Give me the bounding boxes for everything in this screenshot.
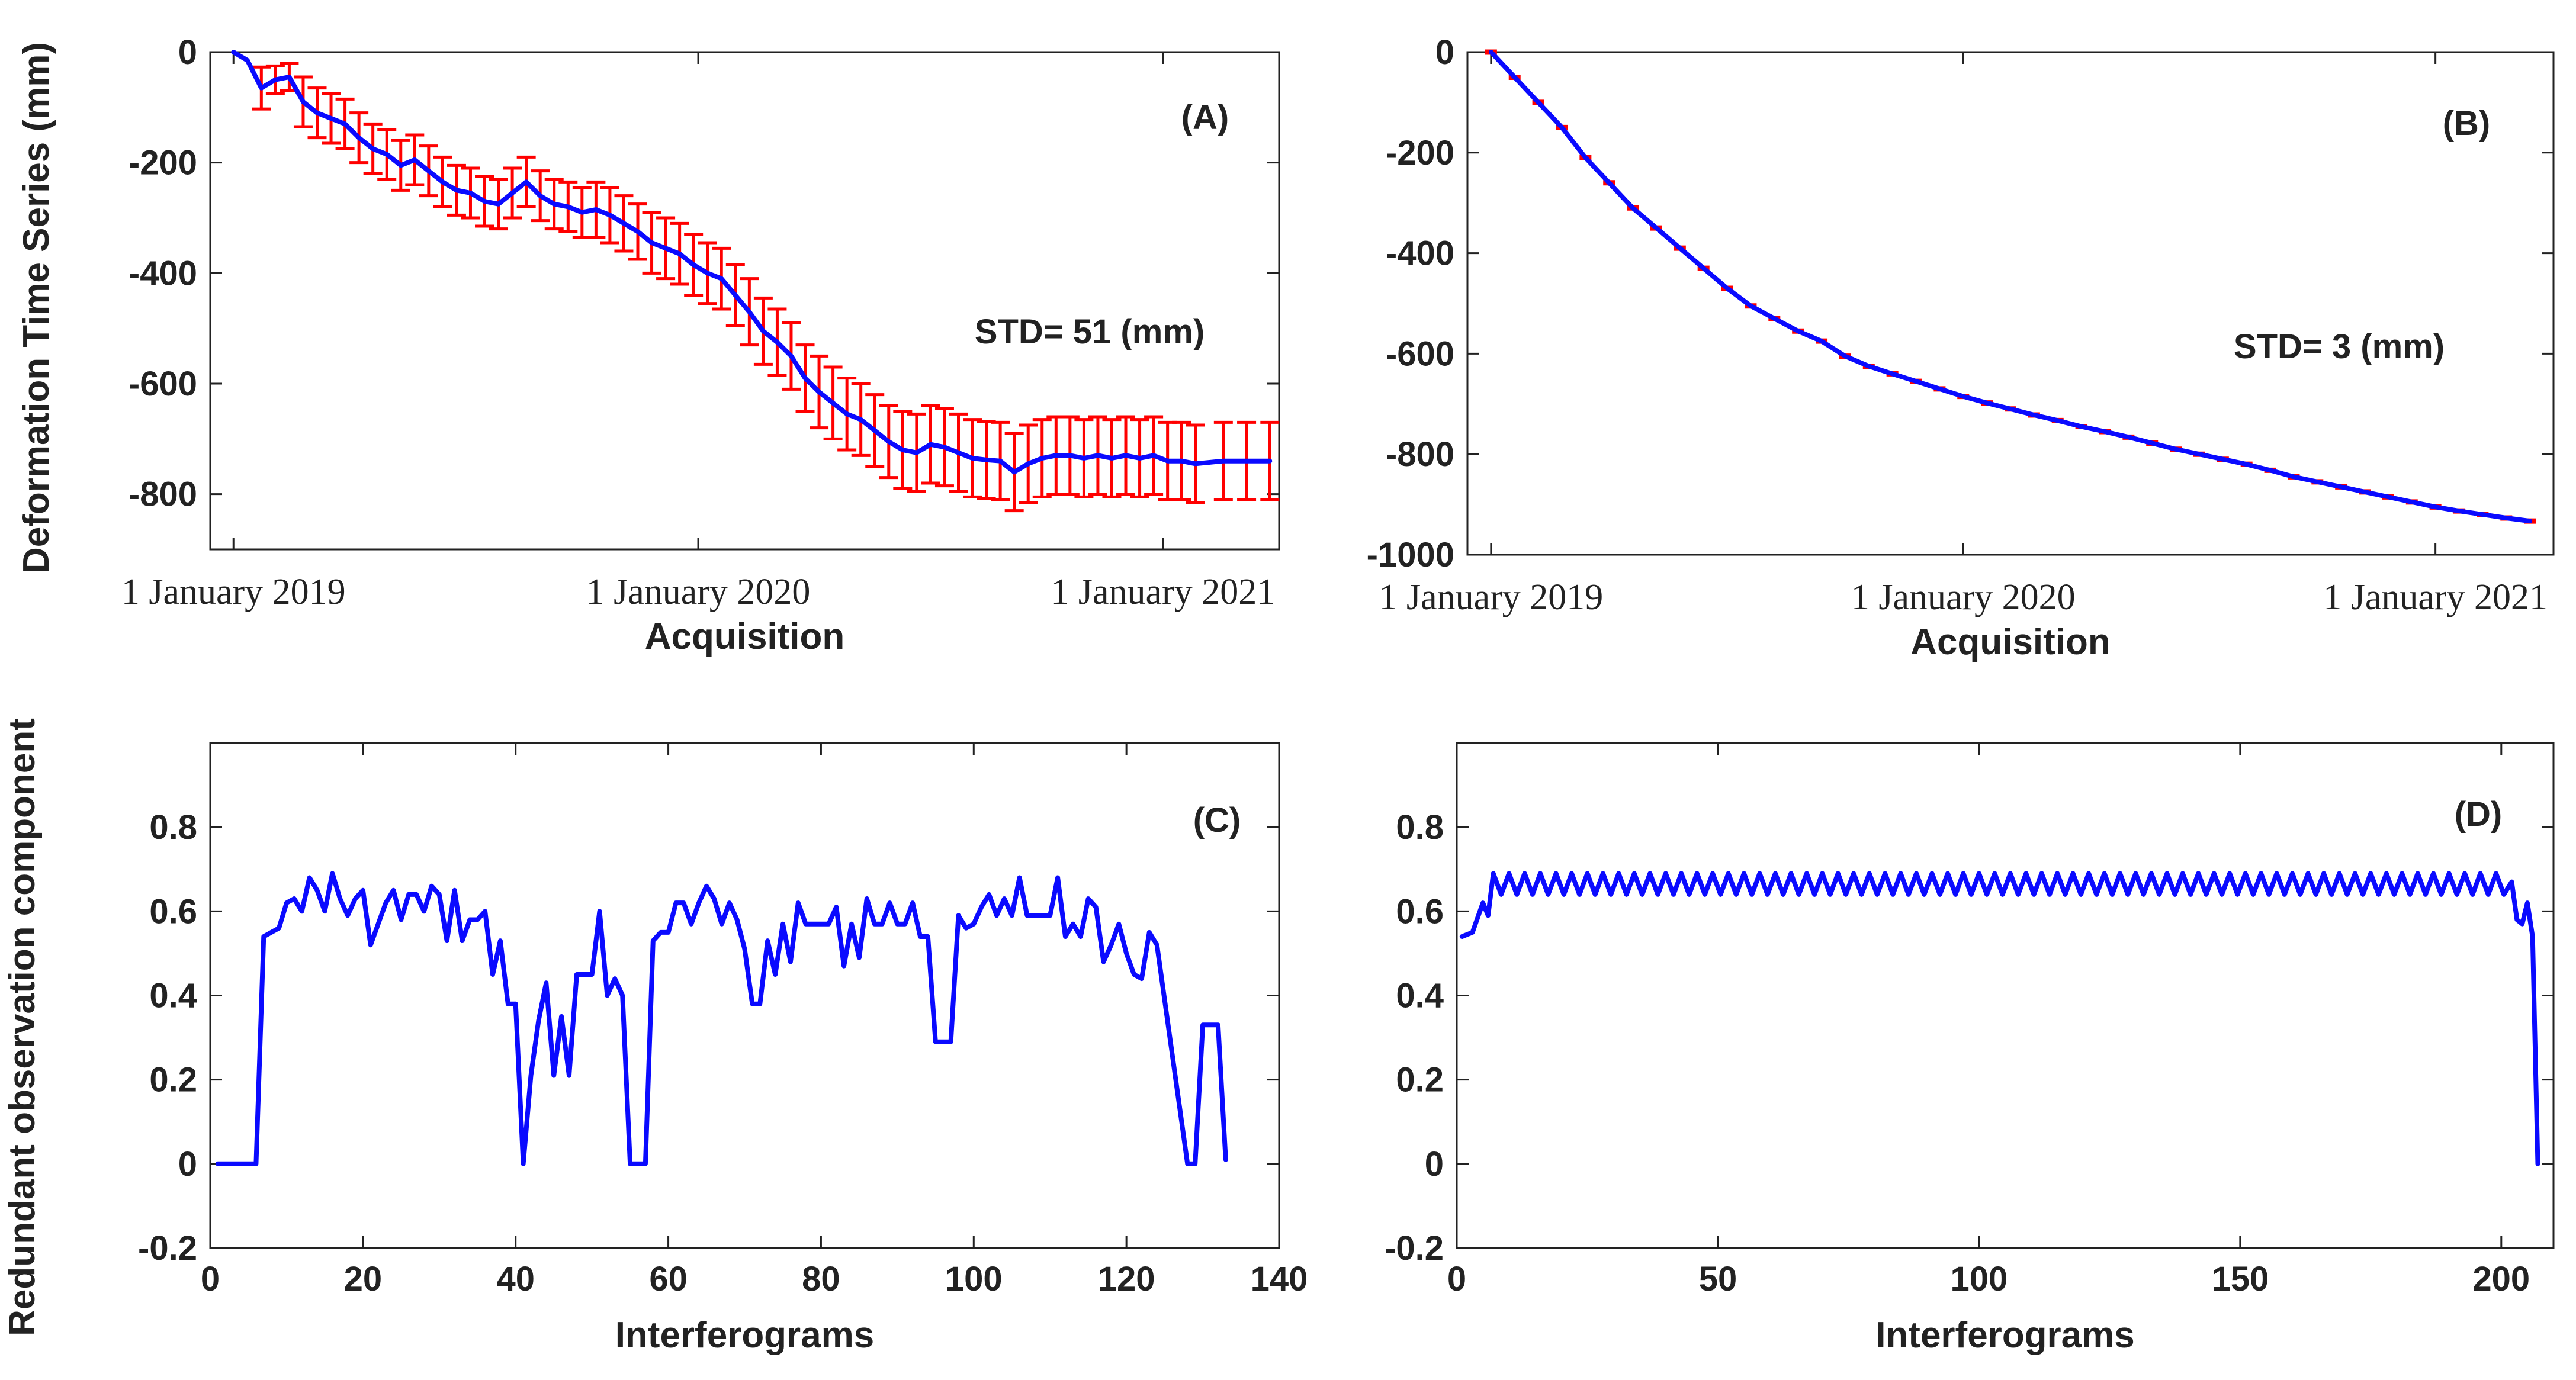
panel-label: (B) xyxy=(2443,104,2491,143)
plot-frame xyxy=(209,742,1280,1249)
x-tick-label: 100 xyxy=(1951,1260,2008,1298)
data-series-line xyxy=(215,871,1228,1166)
x-tick-label: 100 xyxy=(945,1260,1003,1298)
y-tick-label: 0.6 xyxy=(149,892,197,931)
y-tick-label: -600 xyxy=(1386,334,1454,373)
y-tick-label: 0 xyxy=(1435,33,1454,72)
std-annotation: STD= 3 (mm) xyxy=(2234,327,2445,366)
plot-frame xyxy=(1456,742,2555,1249)
y-tick-label: 0.6 xyxy=(1396,892,1444,931)
y-tick-label: -0.2 xyxy=(1385,1229,1444,1268)
plot-frame xyxy=(1466,51,2555,556)
x-axis-label: Acquisition xyxy=(1910,622,2111,662)
data-series-line xyxy=(231,50,1273,475)
y-tick-label: -200 xyxy=(129,144,197,182)
y-tick-label: 0.8 xyxy=(1396,808,1444,847)
x-tick-label: 80 xyxy=(802,1260,840,1298)
y-tick-label: 0.2 xyxy=(149,1061,197,1099)
x-tick-label: 0 xyxy=(201,1260,220,1298)
x-tick-label: 1 January 2021 xyxy=(1051,572,1275,612)
y-tick-label: -800 xyxy=(129,475,197,514)
y-tick-label: -200 xyxy=(1386,134,1454,172)
data-series-line xyxy=(1488,50,2533,524)
y-tick-label: 0.8 xyxy=(149,808,197,847)
x-tick-label: 40 xyxy=(496,1260,535,1298)
y-tick-label: 0.4 xyxy=(149,977,197,1015)
x-tick-label: 200 xyxy=(2472,1260,2530,1298)
chart-panel-a: 0 -200 -400 -600 -800 1 January 2019 1 January… xyxy=(121,33,1280,657)
y-tick-label: -0.2 xyxy=(138,1229,197,1268)
panel-label: (D) xyxy=(2455,795,2503,834)
x-tick-label: 20 xyxy=(344,1260,383,1298)
x-axis-label: Interferograms xyxy=(615,1315,875,1356)
panels: 0 -200 -400 -600 -800 1 January 2019 1 January… xyxy=(121,33,2555,1356)
x-axis-label: Interferograms xyxy=(1875,1315,2135,1356)
y-tick-label: -1000 xyxy=(1367,536,1454,574)
x-tick-label: 1 January 2019 xyxy=(1379,577,1603,617)
y-tick-label: -400 xyxy=(1386,234,1454,273)
x-tick-label: 60 xyxy=(649,1260,688,1298)
y-axis-label-bottom: Redundant observation component xyxy=(2,718,43,1336)
x-axis-label: Acquisition xyxy=(645,616,845,657)
panel-label: (C) xyxy=(1193,801,1241,839)
chart-panel-d: -0.200.20.40.60.80 50 100 150 200Interferogr… xyxy=(1385,742,2555,1356)
x-tick-label: 1 January 2020 xyxy=(1851,577,2076,617)
x-tick-label: 0 xyxy=(1447,1260,1466,1298)
y-tick-label: -400 xyxy=(129,254,197,292)
y-tick-label: 0.4 xyxy=(1396,977,1444,1015)
y-tick-label: -800 xyxy=(1386,435,1454,474)
y-tick-label: -600 xyxy=(129,365,197,403)
x-tick-label: 140 xyxy=(1251,1260,1308,1298)
x-tick-label: 1 January 2020 xyxy=(586,572,811,612)
y-tick-label: 0 xyxy=(1425,1145,1444,1183)
x-tick-label: 150 xyxy=(2211,1260,2269,1298)
x-tick-label: 1 January 2019 xyxy=(121,572,346,612)
plot-frame xyxy=(209,51,1280,551)
panel-label: (A) xyxy=(1181,98,1229,137)
y-tick-label: 0.2 xyxy=(1396,1061,1444,1099)
y-tick-label: 0 xyxy=(178,33,197,72)
std-annotation: STD= 51 (mm) xyxy=(975,313,1205,351)
chart-panel-c: -0.200.20.40.60.80 20 40 60 80 100 120 140Inter… xyxy=(138,742,1308,1356)
y-axis-label-top: Deformation Time Series (mm) xyxy=(16,42,57,574)
y-tick-label: 0 xyxy=(178,1145,197,1183)
x-tick-label: 120 xyxy=(1098,1260,1155,1298)
x-tick-label: 1 January 2021 xyxy=(2323,577,2548,617)
x-tick-label: 50 xyxy=(1699,1260,1737,1298)
data-series-line xyxy=(1459,871,2540,1166)
